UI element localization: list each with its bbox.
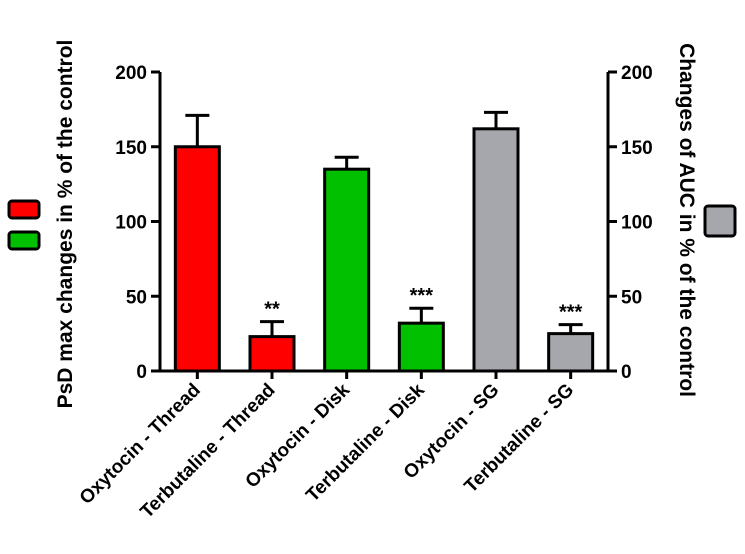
- right-tick-label: 150: [621, 138, 653, 159]
- right-tick-label: 100: [621, 213, 653, 234]
- left-tick-label: 0: [136, 362, 147, 383]
- bar: [547, 332, 595, 373]
- left-axis-ticks: 0 50 100 150 200: [115, 63, 160, 383]
- bars-group: ********: [173, 110, 595, 373]
- legend-swatch-red: [7, 199, 41, 220]
- left-tick-label: 150: [115, 138, 147, 159]
- left-tick-label: 200: [115, 63, 147, 84]
- significance-label: ***: [559, 302, 583, 324]
- right-axis-ticks: 0 50 100 150 200: [608, 63, 653, 383]
- bar: [173, 145, 221, 373]
- legend-swatch-grey: [703, 204, 737, 238]
- bar: [397, 321, 445, 373]
- bar: [248, 335, 296, 373]
- legend-swatch-green: [7, 230, 41, 251]
- x-tick-label: Oxytocin - Thread: [76, 380, 205, 509]
- bar: [472, 127, 520, 373]
- left-tick-label: 50: [126, 287, 147, 308]
- bar: [323, 167, 371, 373]
- right-tick-label: 200: [621, 63, 653, 84]
- left-axis-title: PsD max changes in % of the control: [54, 40, 77, 409]
- right-axis-title: Changes of AUC in % of the control: [675, 43, 698, 397]
- significance-label: ***: [410, 285, 434, 307]
- left-tick-label: 100: [115, 213, 147, 234]
- right-tick-label: 50: [621, 287, 642, 308]
- right-tick-label: 0: [621, 362, 632, 383]
- significance-label: **: [264, 299, 280, 321]
- x-tick-label: Terbutaline - Thread: [137, 380, 280, 523]
